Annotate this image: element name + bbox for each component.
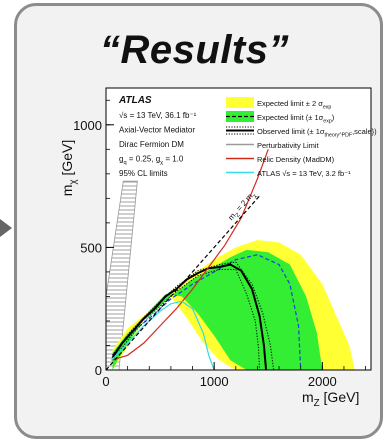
legend-label: Relic Density (MadDM) <box>257 155 335 164</box>
info-cl: 95% CL limits <box>119 169 168 178</box>
legend-item-0: Expected limit ± 2 σexp <box>226 97 331 110</box>
info-model: Axial-Vector Mediator <box>119 126 195 135</box>
legend-label: Expected limit (± 1σexp) <box>257 113 335 124</box>
info-energy: √s = 13 TeV, 36.1 fb⁻¹ <box>119 111 197 120</box>
legend-item-4: Relic Density (MadDM) <box>226 155 335 164</box>
x-tick-label: 2000 <box>308 374 337 389</box>
perturbativity-region <box>106 180 138 370</box>
info-couplings: gq = 0.25, gχ = 1.0 <box>119 155 184 166</box>
pointer-arrow-icon <box>0 219 12 237</box>
series-6-line <box>111 149 269 361</box>
legend-item-1: Expected limit (± 1σexp) <box>226 111 335 124</box>
y-tick-label: 500 <box>80 240 102 255</box>
expected-1sigma-band <box>112 249 323 370</box>
info-dm: Dirac Fermion DM <box>119 140 184 149</box>
legend-label: Perturbativity Limit <box>257 141 320 150</box>
series-5-line <box>112 268 261 370</box>
legend-item-5: ATLAS √s = 13 TeV, 3.2 fb⁻¹ <box>226 169 351 178</box>
y-axis-label-text: mχ [GeV] <box>59 140 79 197</box>
legend-label: Observed limit (± 1σtheory^PDF,scale}) <box>257 127 377 138</box>
legend-label: ATLAS √s = 13 TeV, 3.2 fb⁻¹ <box>257 169 351 178</box>
slide-heading: “Results” <box>100 28 289 72</box>
series-4-line <box>112 261 275 370</box>
x-axis-label-text: mZ [GeV] <box>302 389 359 409</box>
series-3-line <box>111 263 268 370</box>
legend-item-3: Perturbativity Limit <box>226 141 320 150</box>
x-tick-label: 0 <box>102 374 109 389</box>
legend-label: Expected limit ± 2 σexp <box>257 99 331 110</box>
series-7-line <box>110 300 215 370</box>
legend-item-2: Observed limit (± 1σtheory^PDF,scale}) <box>226 126 377 138</box>
y-tick-label: 1000 <box>73 118 102 133</box>
legend-swatch <box>226 97 254 108</box>
info-experiment: ATLAS <box>118 95 152 106</box>
x-tick-label: 1000 <box>200 374 229 389</box>
plot-frame <box>105 87 372 371</box>
y-tick-label: 0 <box>95 363 102 378</box>
